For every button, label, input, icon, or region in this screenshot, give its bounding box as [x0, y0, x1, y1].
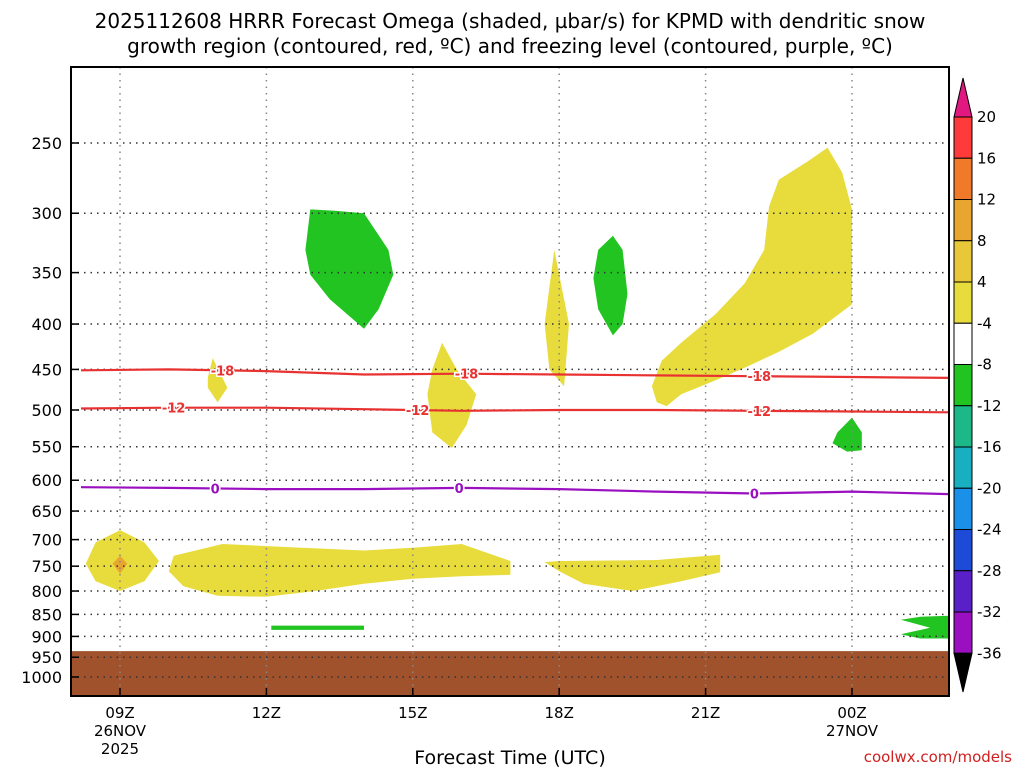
colorbar-label: -32 — [977, 603, 1002, 621]
colorbar-segment — [953, 487, 973, 530]
x-tick-label: 09Z — [105, 704, 134, 722]
shade-region-yellow-330-470 — [544, 249, 569, 387]
chart-title-line2: growth region (contoured, red, ºC) and f… — [127, 34, 893, 58]
x-tick-year: 2025 — [101, 740, 139, 758]
shade-region-yellow-420-555 — [427, 342, 477, 449]
y-tick-label: 750 — [31, 557, 62, 576]
shade-region-green-530-555 — [832, 417, 862, 452]
colorbar-segment — [953, 157, 973, 200]
y-tick-label: 900 — [31, 627, 62, 646]
y-tick-label: 650 — [31, 502, 62, 521]
contour-label-0: 0 — [455, 482, 464, 497]
colorbar-label: -36 — [977, 644, 1002, 662]
y-tick-label: 600 — [31, 471, 62, 490]
y-tick-label: 400 — [31, 315, 62, 334]
shade-region-yellow-705-815 — [168, 544, 511, 597]
x-tick-label: 00Z — [837, 704, 866, 722]
y-tick-label: 300 — [31, 204, 62, 223]
credit-link[interactable]: coolwx.com/models — [864, 748, 1012, 766]
y-tick-label: 950 — [31, 648, 62, 667]
colorbar-segment — [953, 240, 973, 283]
shade-region-orange-745 — [112, 555, 128, 574]
contour-label--18: -18 — [748, 370, 772, 385]
colorbar-segment — [953, 611, 973, 654]
shade-region-green-300-400 — [305, 209, 394, 329]
x-tick-label: 18Z — [545, 704, 574, 722]
contour-label--18: -18 — [455, 368, 479, 383]
colorbar-top-arrow — [953, 77, 973, 118]
x-tick-label: 15Z — [398, 704, 427, 722]
y-tick-label: 800 — [31, 582, 62, 601]
colorbar-label: -8 — [977, 356, 992, 374]
x-axis-label: Forecast Time (UTC) — [414, 747, 605, 768]
x-tick-date: 27NOV — [826, 722, 879, 740]
x-tick-label: 21Z — [691, 704, 720, 722]
y-tick-label: 550 — [31, 438, 62, 457]
colorbar-segment — [953, 281, 973, 324]
colorbar-bottom-arrow — [953, 652, 973, 693]
x-tick-date: 26NOV — [94, 722, 147, 740]
colorbar-label: -16 — [977, 438, 1002, 456]
colorbar-segment — [953, 199, 973, 242]
shade-region-green-880-bar — [271, 625, 364, 630]
shade-region-green-860-895 — [900, 615, 949, 639]
colorbar-segment — [953, 570, 973, 613]
shade-region-green-320-415 — [593, 235, 628, 336]
colorbar-label: 8 — [977, 232, 987, 250]
colorbar-segment — [953, 116, 973, 159]
contour-line-0 — [80, 486, 950, 496]
colorbar-label: -24 — [977, 521, 1002, 539]
contour-label--12: -12 — [406, 404, 430, 419]
shade-region-yellow-250-490 — [651, 147, 852, 407]
shade-region-yellow-725-800 — [544, 554, 721, 591]
terrain-rect — [71, 651, 949, 696]
y-axis-ticks: 250 300 350 400 450 500 550 600 650 700 750 800 850 9… — [21, 134, 79, 687]
terrain-fill — [71, 651, 949, 696]
omega-shaded-regions — [85, 147, 949, 639]
grid-lines — [71, 67, 949, 696]
y-tick-label: 350 — [31, 264, 62, 283]
y-tick-label: 850 — [31, 605, 62, 624]
colorbar-label: 16 — [977, 149, 996, 167]
colorbar-segment — [953, 364, 973, 407]
contour-label-0: 0 — [750, 487, 759, 502]
contour-label-0: 0 — [211, 482, 220, 497]
colorbar-segment — [953, 446, 973, 489]
colorbar-segment — [953, 529, 973, 572]
y-tick-label: 450 — [31, 360, 62, 379]
plot-frame — [70, 66, 950, 697]
y-tick-label: 500 — [31, 401, 62, 420]
contour-label--12: -12 — [748, 405, 772, 420]
y-tick-label: 250 — [31, 134, 62, 153]
chart-title-line1: 2025112608 HRRR Forecast Omega (shaded, … — [95, 9, 926, 33]
colorbar-label: 4 — [977, 273, 987, 291]
colorbar-label: 12 — [977, 191, 996, 209]
colorbar-segment — [953, 405, 973, 448]
temperature-contours: -18 -18 -18 -12 -12 -12 0 0 0 — [80, 363, 950, 504]
colorbar-label: -20 — [977, 479, 1002, 497]
colorbar-label: -28 — [977, 562, 1002, 580]
y-tick-label: 700 — [31, 531, 62, 550]
colorbar-label: 20 — [977, 108, 996, 126]
colorbar: 20 16 12 8 4 -4 -8 -12 -16 -20 -24 -28 -32 -36 — [953, 77, 1002, 693]
colorbar-segment — [953, 322, 973, 365]
contour-line--18 — [80, 368, 950, 379]
colorbar-label: -12 — [977, 397, 1002, 415]
contour-label--18: -18 — [211, 364, 235, 379]
contour-line--12 — [80, 406, 950, 414]
y-tick-label: 1000 — [21, 668, 62, 687]
contour-label--12: -12 — [162, 402, 186, 417]
colorbar-label: -4 — [977, 314, 992, 332]
x-tick-label: 12Z — [252, 704, 281, 722]
